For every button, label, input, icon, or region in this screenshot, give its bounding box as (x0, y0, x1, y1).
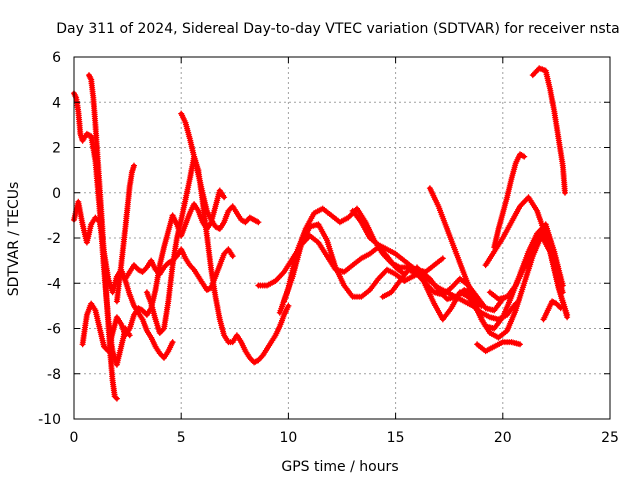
tick-layer: 0 5 10 15 20 25 -10 -8 -6 -4 -2 0 2 4 6 (38, 50, 619, 446)
series-markers (474, 339, 523, 355)
y-tick-label: 2 (52, 141, 61, 157)
y-tick-label: -8 (47, 367, 61, 383)
series-markers (486, 230, 571, 318)
y-tick-label: 4 (52, 95, 61, 111)
series-markers (491, 151, 528, 251)
x-tick-label: 5 (177, 430, 186, 446)
series-markers (143, 153, 292, 366)
y-tick-label: -10 (38, 412, 61, 428)
chart-title: Day 311 of 2024, Sidereal Day-to-day VTE… (56, 21, 619, 37)
y-tick-label: -4 (47, 276, 61, 292)
x-axis-label: GPS time / hours (281, 459, 398, 475)
series-arc-18 (491, 151, 528, 251)
y-tick-label: -6 (47, 322, 61, 338)
series-arc-20 (529, 65, 568, 196)
x-tick-label: 25 (601, 430, 619, 446)
series-markers (113, 162, 137, 305)
series-markers (540, 298, 564, 323)
series-arc-16 (474, 339, 523, 355)
y-axis-label: SDTVAR / TECUs (6, 182, 22, 297)
x-tick-label: 20 (494, 430, 512, 446)
series-arc-8 (122, 246, 236, 293)
y-tick-label: 6 (52, 50, 61, 66)
series-arc-4 (113, 162, 137, 305)
x-tick-label: 0 (70, 430, 79, 446)
x-tick-label: 15 (387, 430, 405, 446)
y-tick-label: 0 (52, 186, 61, 202)
y-tick-label: -2 (47, 231, 61, 247)
series-arc-7 (143, 153, 292, 366)
series-arc-19 (486, 230, 571, 318)
series-arc-21 (540, 298, 564, 323)
x-tick-label: 10 (279, 430, 297, 446)
series-markers (529, 65, 568, 196)
series-markers (122, 246, 236, 293)
grid-layer (74, 57, 610, 419)
series-trace (144, 154, 291, 365)
series-layer (71, 65, 571, 402)
